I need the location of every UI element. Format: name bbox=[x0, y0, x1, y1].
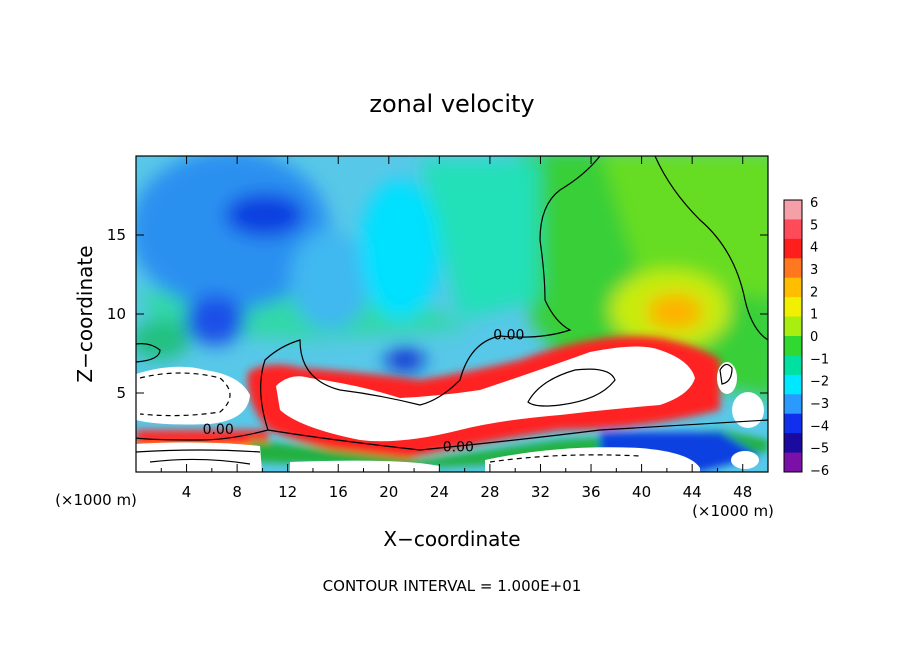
x-unit-label-right: (×1000 m) bbox=[692, 502, 774, 520]
colorbar-swatch bbox=[784, 219, 802, 240]
colorbar-label: −3 bbox=[810, 397, 829, 412]
x-axis: 4 8 12 16 20 24 28 32 36 40 44 48 bbox=[160, 156, 752, 501]
x-unit-label-left: (×1000 m) bbox=[55, 491, 137, 509]
x-tick-label: 12 bbox=[278, 483, 297, 501]
contour-label: 0.00 bbox=[443, 439, 474, 455]
colorbar-swatch bbox=[784, 413, 802, 434]
contour-label: 0.00 bbox=[493, 327, 524, 343]
colorbar-swatch bbox=[784, 297, 802, 318]
colorbar-label: −4 bbox=[810, 419, 829, 434]
x-tick-label: 44 bbox=[683, 483, 702, 501]
colorbar-label: 3 bbox=[810, 263, 818, 278]
colorbar-swatch bbox=[784, 200, 802, 220]
x-tick-label: 32 bbox=[531, 483, 550, 501]
contour-small-right bbox=[719, 363, 733, 385]
colorbar-label: −5 bbox=[810, 442, 829, 457]
dashed-contour-bottom bbox=[489, 454, 641, 463]
x-tick-label: 28 bbox=[480, 483, 499, 501]
x-tick-label: 48 bbox=[733, 483, 752, 501]
contour-bottom-2 bbox=[149, 458, 251, 465]
field-blobs bbox=[136, 156, 768, 398]
colorbar-label: −2 bbox=[810, 375, 829, 390]
chart-title: zonal velocity bbox=[369, 90, 534, 118]
contour-loop bbox=[527, 368, 616, 407]
colorbar-swatch bbox=[784, 258, 802, 279]
colorbar-label: −6 bbox=[810, 464, 829, 479]
colorbar-swatch bbox=[784, 277, 802, 298]
y-tick-label: 10 bbox=[107, 305, 126, 323]
x-tick-label: 16 bbox=[329, 483, 348, 501]
colorbar-label: 1 bbox=[810, 308, 818, 323]
colorbar-label: 2 bbox=[810, 285, 818, 300]
colorbar-label: 0 bbox=[810, 330, 818, 345]
x-tick-label: 24 bbox=[430, 483, 449, 501]
dashed-contour-left bbox=[139, 372, 231, 417]
contour-bottom-1 bbox=[136, 449, 261, 453]
x-axis-label: X−coordinate bbox=[383, 527, 520, 551]
zero-contour-right bbox=[654, 156, 768, 341]
contour-lines bbox=[136, 156, 768, 465]
colorbar-swatch bbox=[784, 374, 802, 395]
colorbar-swatch bbox=[784, 452, 802, 473]
contour-interval-text: CONTOUR INTERVAL = 1.000E+01 bbox=[323, 577, 582, 595]
colorbar-swatch bbox=[784, 355, 802, 376]
zero-contour-left bbox=[136, 343, 161, 363]
colorbar-label: 5 bbox=[810, 218, 818, 233]
contour-labels: 0.00 0.00 0.00 bbox=[203, 327, 525, 455]
colorbar-swatch bbox=[784, 238, 802, 259]
x-tick-label: 20 bbox=[379, 483, 398, 501]
colorbar-label: −1 bbox=[810, 352, 829, 367]
x-tick-label: 8 bbox=[232, 483, 242, 501]
y-axis-label: Z−coordinate bbox=[73, 245, 97, 382]
colorbar-swatch bbox=[784, 316, 802, 337]
colorbar-label: 4 bbox=[810, 241, 818, 256]
contour-label: 0.00 bbox=[203, 422, 234, 438]
y-axis: 5 10 15 bbox=[107, 226, 768, 402]
heatmap-field bbox=[136, 156, 768, 472]
zero-contour-lower bbox=[267, 419, 768, 451]
x-tick-label: 36 bbox=[581, 483, 600, 501]
colorbar-swatch bbox=[784, 336, 802, 356]
x-tick-label: 40 bbox=[632, 483, 651, 501]
colorbar-swatch bbox=[784, 394, 802, 415]
colorbar: 6 5 4 3 2 1 0 −1 −2 −3 −4 −5 −6 bbox=[783, 196, 829, 479]
zero-contour bbox=[136, 156, 601, 441]
x-tick-label: 4 bbox=[182, 483, 192, 501]
y-tick-label: 5 bbox=[116, 384, 126, 402]
colorbar-label: 6 bbox=[810, 196, 818, 211]
y-tick-label: 15 bbox=[107, 226, 126, 244]
colorbar-frame bbox=[783, 199, 803, 473]
colorbar-swatch bbox=[784, 433, 802, 454]
